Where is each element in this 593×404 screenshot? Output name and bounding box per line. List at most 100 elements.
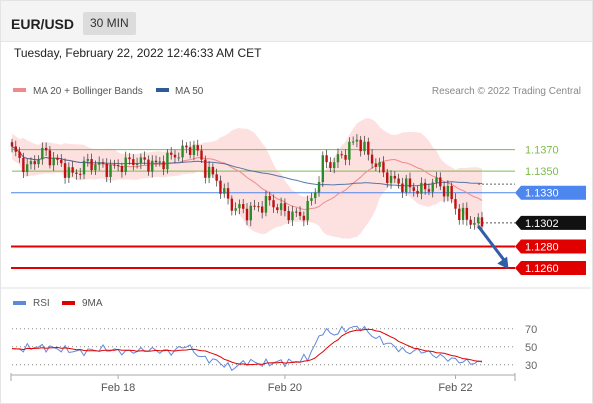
candle-body xyxy=(56,157,59,160)
rsi-level-label-2: 30 xyxy=(525,360,537,372)
candle-body xyxy=(450,185,453,200)
candle-body xyxy=(94,164,97,171)
candle-body xyxy=(249,205,252,221)
candle-body xyxy=(325,155,328,163)
rsi-legend-label: RSI xyxy=(33,298,50,309)
rsi-legend-swatch xyxy=(13,301,26,305)
candle-body xyxy=(408,178,412,188)
candle-body xyxy=(276,207,279,211)
candle-body xyxy=(439,177,442,187)
candle-body xyxy=(260,206,264,213)
candle-body xyxy=(211,166,215,175)
candle-body xyxy=(314,192,317,199)
candle-body xyxy=(435,177,438,183)
candle-body xyxy=(215,174,218,181)
candle-body xyxy=(302,215,306,221)
candle-body xyxy=(416,190,419,194)
candle-body xyxy=(128,157,131,160)
candle-body xyxy=(477,217,480,223)
ma50-legend-swatch xyxy=(156,88,169,92)
ma20-line xyxy=(11,145,483,211)
candle-body xyxy=(245,208,249,221)
candle-body xyxy=(196,145,199,151)
candle-body xyxy=(363,141,366,152)
candle-body xyxy=(238,204,241,209)
candle-body xyxy=(181,145,184,158)
candle-body xyxy=(60,159,63,164)
candle-body xyxy=(22,157,25,173)
candle-body xyxy=(79,173,82,175)
candle-body xyxy=(63,163,67,178)
candle-body xyxy=(480,217,484,227)
candle-body xyxy=(389,175,393,183)
price-level-tag-5 xyxy=(515,261,586,276)
candle-body xyxy=(287,210,290,221)
candle-body xyxy=(469,219,472,225)
candle-body xyxy=(310,198,313,201)
price-level-label-0: 1.1370 xyxy=(525,145,559,157)
candle-body xyxy=(370,154,374,164)
candle-body xyxy=(332,162,336,169)
rsi-level-label-1: 50 xyxy=(525,342,537,354)
candle-body xyxy=(420,182,423,194)
candle-body xyxy=(279,203,283,211)
candle-body xyxy=(321,155,325,182)
candle-body xyxy=(253,205,256,207)
candle-body xyxy=(257,206,260,208)
candle-body xyxy=(14,146,17,152)
candle-body xyxy=(71,167,74,173)
candle-body xyxy=(295,211,298,213)
candle-body xyxy=(465,207,469,220)
candle-body xyxy=(147,159,150,172)
candle-body xyxy=(135,163,139,165)
candle-body xyxy=(344,155,347,160)
candle-body xyxy=(382,162,385,173)
price-level-label-2: 1.1330 xyxy=(525,188,559,200)
candle-body xyxy=(204,159,207,178)
candle-body xyxy=(272,200,275,208)
candle-body xyxy=(48,150,52,166)
candle-body xyxy=(226,188,230,199)
candle-body xyxy=(329,162,332,169)
candle-body xyxy=(306,200,309,221)
symbol-label: EUR/USD xyxy=(11,16,75,32)
candle-body xyxy=(37,159,40,165)
candle-body xyxy=(139,157,143,164)
candle-body xyxy=(393,175,397,179)
candle-body xyxy=(173,154,177,158)
candle-body xyxy=(223,188,226,194)
candle-body xyxy=(423,182,427,190)
rsi-ma-line xyxy=(11,328,483,366)
ma50-legend-label: MA 50 xyxy=(175,86,204,97)
candle-body xyxy=(82,160,86,175)
candle-body xyxy=(454,199,457,209)
candle-body xyxy=(18,151,21,158)
price-level-label-4: 1.1280 xyxy=(525,241,559,253)
ma20-legend-label: MA 20 + Bollinger Bands xyxy=(33,86,143,97)
candle-body xyxy=(351,141,355,143)
candle-body xyxy=(427,189,431,192)
x-tick-label-0: Feb 18 xyxy=(101,382,135,394)
timeframe-button[interactable]: 30 MIN xyxy=(83,12,136,35)
candle-body xyxy=(374,163,378,167)
x-tick-label-1: Feb 20 xyxy=(268,382,302,394)
price-level-label-1: 1.1350 xyxy=(525,166,559,178)
candle-body xyxy=(154,160,158,163)
candle-body xyxy=(177,157,180,159)
candle-body xyxy=(116,165,120,167)
candle-body xyxy=(101,162,105,164)
candle-body xyxy=(378,162,381,167)
candle-body xyxy=(132,159,135,165)
candle-body xyxy=(230,198,234,211)
candle-body xyxy=(458,208,461,220)
candle-body xyxy=(397,178,400,184)
candle-body xyxy=(75,172,78,174)
price-level-tag-3 xyxy=(515,215,586,230)
rsi-ma-legend-label: 9MA xyxy=(82,298,103,309)
timestamp: Tuesday, February 22, 2022 12:46:33 AM C… xyxy=(14,46,262,60)
candle-body xyxy=(29,161,33,165)
candle-body xyxy=(67,167,71,178)
candle-body xyxy=(192,145,196,155)
candle-body xyxy=(33,161,36,165)
